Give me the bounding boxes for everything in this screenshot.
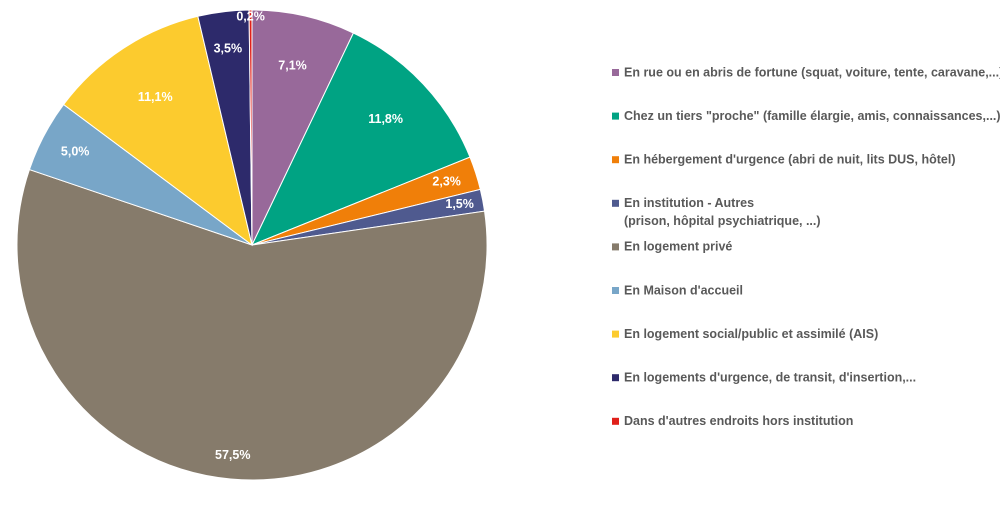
pie-data-label: 7,1% [278,59,307,73]
legend-swatch [612,199,619,207]
pie-data-label: 0,2% [236,9,265,23]
legend-label: En logement social/public et assimilé (A… [624,327,878,341]
legend-label: En institution - Autres [624,196,754,210]
legend-label: En rue ou en abris de fortune (squat, vo… [624,65,1000,79]
legend-label: En Maison d'accueil [624,283,743,297]
legend-label: En logement privé [624,240,732,254]
legend-swatch [612,330,619,338]
pie-slice [16,168,488,481]
pie-data-label: 3,5% [214,41,243,55]
legend-label: (prison, hôpital psychiatrique, ...) [624,214,821,228]
pie-data-label: 11,8% [368,112,403,126]
legend-swatch [612,112,619,120]
pie-data-label: 11,1% [138,90,173,104]
legend: En rue ou en abris de fortune (squat, vo… [612,65,1000,428]
legend-label: Dans d'autres endroits hors institution [624,414,853,428]
legend-swatch [612,417,619,425]
pie-slice [248,9,253,246]
pie-data-label: 5,0% [61,144,90,158]
legend-swatch [612,243,619,251]
pie-data-labels: 7,1% 11,8% 2,3% 1,5% 57,5% 5,0% 11,1% 3,5% 0,2% [61,9,474,462]
legend-swatch [612,69,619,76]
legend-swatch [612,287,619,294]
pie-data-label: 2,3% [432,175,461,189]
legend-label: Chez un tiers "proche" (famille élargie,… [624,109,1000,123]
pie-slice [62,15,253,247]
legend-swatch [612,374,619,382]
legend-swatch [612,156,619,164]
legend-label: En hébergement d'urgence (abri de nuit, … [624,152,955,166]
pie-slice [250,32,471,246]
pie-slices [16,9,488,481]
legend-label: En logements d'urgence, de transit, d'in… [624,370,916,384]
pie-data-label: 57,5% [215,448,250,462]
pie-data-label: 1,5% [445,197,474,211]
pie-slice [251,9,355,246]
